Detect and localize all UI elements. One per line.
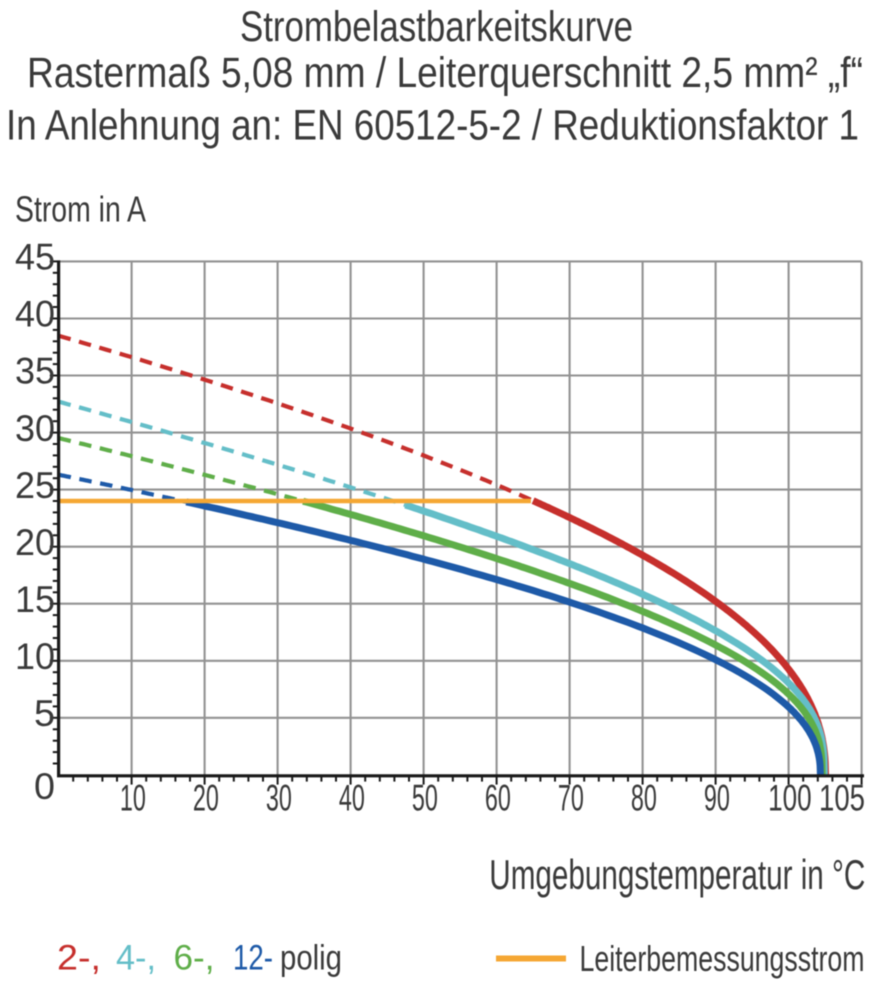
svg-text:10: 10 bbox=[15, 635, 55, 677]
svg-text:In Anlehnung an: EN 60512-5-2: In Anlehnung an: EN 60512-5-2 / Reduktio… bbox=[6, 103, 859, 150]
svg-text:10: 10 bbox=[120, 777, 146, 819]
svg-text:Strom in A: Strom in A bbox=[15, 189, 146, 230]
svg-text:90: 90 bbox=[704, 777, 730, 819]
svg-text:4-,: 4-, bbox=[116, 939, 156, 978]
svg-text:40: 40 bbox=[15, 293, 55, 335]
svg-text:35: 35 bbox=[15, 350, 55, 392]
svg-text:Umgebungstemperatur in °C: Umgebungstemperatur in °C bbox=[489, 851, 865, 898]
svg-text:100: 100 bbox=[768, 777, 812, 819]
svg-text:Rastermaß 5,08 mm / Leiterquer: Rastermaß 5,08 mm / Leiterquerschnitt 2,… bbox=[27, 50, 863, 97]
svg-text:45: 45 bbox=[15, 236, 55, 278]
svg-text:25: 25 bbox=[15, 464, 55, 506]
svg-text:2-,: 2-, bbox=[57, 939, 101, 978]
svg-text:60: 60 bbox=[485, 777, 511, 819]
svg-text:12-: 12- bbox=[233, 939, 273, 978]
svg-text:polig: polig bbox=[280, 939, 342, 978]
svg-text:30: 30 bbox=[266, 777, 292, 819]
svg-text:Leiterbemessungsstrom: Leiterbemessungsstrom bbox=[580, 938, 865, 979]
svg-text:20: 20 bbox=[15, 521, 55, 563]
svg-text:30: 30 bbox=[15, 407, 55, 449]
svg-text:Strombelastbarkeitskurve: Strombelastbarkeitskurve bbox=[240, 4, 633, 51]
svg-text:5: 5 bbox=[34, 692, 55, 734]
svg-text:50: 50 bbox=[412, 777, 438, 819]
svg-text:6-,: 6-, bbox=[174, 939, 215, 978]
svg-text:105: 105 bbox=[819, 777, 865, 819]
svg-text:80: 80 bbox=[631, 777, 657, 819]
svg-text:40: 40 bbox=[339, 777, 365, 819]
svg-text:15: 15 bbox=[15, 578, 55, 620]
svg-text:70: 70 bbox=[558, 777, 584, 819]
svg-text:20: 20 bbox=[193, 777, 219, 819]
svg-text:0: 0 bbox=[34, 765, 55, 807]
